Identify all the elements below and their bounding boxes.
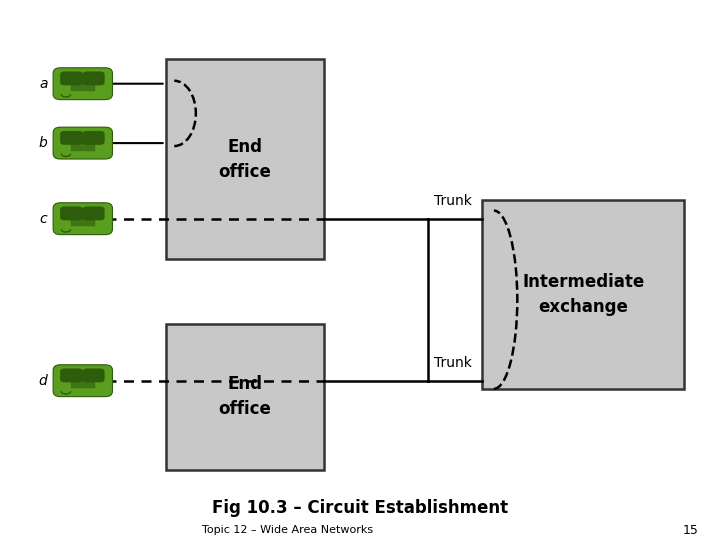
Text: a: a bbox=[39, 77, 48, 91]
FancyBboxPatch shape bbox=[71, 80, 95, 91]
FancyBboxPatch shape bbox=[83, 72, 104, 85]
FancyBboxPatch shape bbox=[71, 139, 95, 151]
Bar bbox=[166, 324, 324, 470]
FancyBboxPatch shape bbox=[60, 207, 83, 220]
Text: d: d bbox=[39, 374, 48, 388]
Text: End
office: End office bbox=[218, 375, 271, 418]
FancyBboxPatch shape bbox=[60, 72, 83, 85]
Text: Trunk: Trunk bbox=[434, 194, 472, 208]
Text: Fig 10.3 – Circuit Establishment: Fig 10.3 – Circuit Establishment bbox=[212, 498, 508, 517]
Bar bbox=[482, 200, 684, 389]
FancyBboxPatch shape bbox=[60, 369, 83, 382]
FancyBboxPatch shape bbox=[71, 377, 95, 388]
FancyBboxPatch shape bbox=[83, 369, 104, 382]
FancyBboxPatch shape bbox=[60, 131, 83, 144]
Text: c: c bbox=[40, 212, 47, 226]
FancyBboxPatch shape bbox=[53, 365, 112, 396]
Bar bbox=[166, 59, 324, 259]
Text: Trunk: Trunk bbox=[434, 356, 472, 370]
Text: Topic 12 – Wide Area Networks: Topic 12 – Wide Area Networks bbox=[202, 525, 374, 535]
FancyBboxPatch shape bbox=[53, 68, 112, 99]
Text: End
office: End office bbox=[218, 138, 271, 181]
Text: 15: 15 bbox=[683, 524, 698, 537]
FancyBboxPatch shape bbox=[83, 207, 104, 220]
FancyBboxPatch shape bbox=[83, 131, 104, 144]
FancyBboxPatch shape bbox=[71, 215, 95, 226]
Text: Intermediate
exchange: Intermediate exchange bbox=[522, 273, 644, 316]
Text: b: b bbox=[39, 136, 48, 150]
FancyBboxPatch shape bbox=[53, 127, 112, 159]
FancyBboxPatch shape bbox=[53, 202, 112, 234]
